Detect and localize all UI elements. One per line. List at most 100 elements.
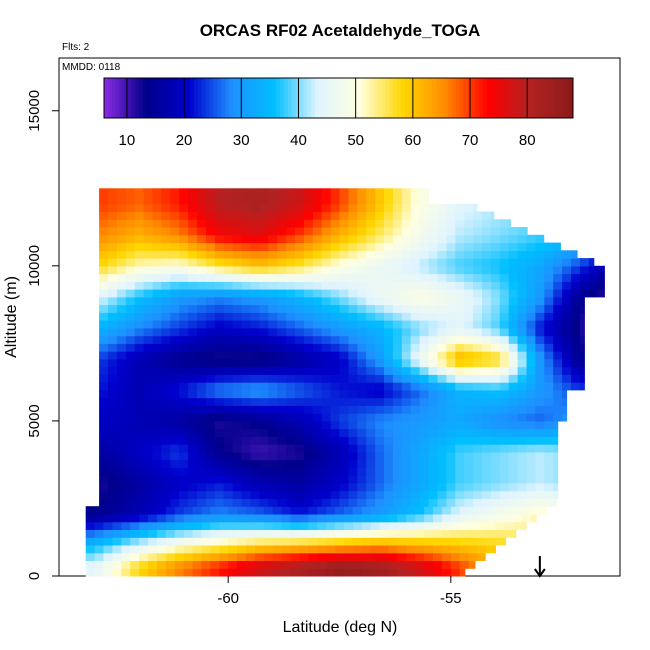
heatmap-cell xyxy=(241,482,251,492)
heatmap-cell xyxy=(295,242,305,251)
heatmap-cell xyxy=(250,188,260,197)
heatmap-cell xyxy=(508,382,519,391)
heatmap-cell xyxy=(188,196,198,205)
heatmap-cell xyxy=(384,196,394,205)
heatmap-cell xyxy=(419,482,429,492)
heatmap-cell xyxy=(495,529,505,538)
heatmap-cell xyxy=(397,506,407,515)
heatmap-cell xyxy=(321,413,332,422)
colorbar-swatch xyxy=(221,78,226,118)
heatmap-cell xyxy=(526,296,536,306)
heatmap-cell xyxy=(384,405,394,414)
heatmap-cell xyxy=(446,351,456,360)
heatmap-cell xyxy=(125,374,136,383)
heatmap-cell xyxy=(437,343,447,352)
heatmap-cell xyxy=(259,196,269,205)
heatmap-cell xyxy=(473,459,483,468)
heatmap-cell xyxy=(250,320,260,329)
heatmap-cell xyxy=(170,196,180,205)
heatmap-cell xyxy=(272,552,283,561)
heatmap-cell xyxy=(143,296,153,306)
heatmap-cell xyxy=(241,296,251,306)
heatmap-cell xyxy=(508,258,519,267)
heatmap-cell xyxy=(268,227,278,236)
heatmap-cell xyxy=(85,560,96,569)
heatmap-cell xyxy=(579,335,585,344)
heatmap-cell xyxy=(335,506,345,515)
heatmap-cell xyxy=(303,219,314,228)
heatmap-cell xyxy=(544,389,554,399)
heatmap-cell xyxy=(357,234,367,244)
heatmap-cell xyxy=(99,273,109,282)
heatmap-cell xyxy=(277,203,287,213)
heatmap-cell xyxy=(357,203,367,213)
heatmap-cell xyxy=(232,312,242,321)
heatmap-cell xyxy=(526,382,536,391)
heatmap-cell xyxy=(303,242,314,251)
heatmap-cell xyxy=(352,545,363,554)
heatmap-cell xyxy=(526,304,536,313)
colorbar-swatch xyxy=(436,78,441,118)
heatmap-cell xyxy=(379,545,389,554)
heatmap-cell xyxy=(286,265,296,275)
heatmap-cell xyxy=(473,234,483,244)
heatmap-cell xyxy=(125,397,136,406)
heatmap-cell xyxy=(312,351,323,360)
heatmap-cell xyxy=(116,498,127,507)
heatmap-cell xyxy=(108,265,118,275)
heatmap-cell xyxy=(321,281,332,290)
heatmap-cell xyxy=(384,188,394,197)
heatmap-cell xyxy=(268,382,278,391)
heatmap-cell xyxy=(446,296,456,306)
heatmap-cell xyxy=(312,343,323,352)
heatmap-cell xyxy=(281,560,291,569)
heatmap-cell xyxy=(428,335,438,344)
heatmap-cell xyxy=(295,335,305,344)
heatmap-cell xyxy=(326,568,336,577)
heatmap-cell xyxy=(330,265,340,275)
heatmap-cell xyxy=(535,335,545,344)
colorbar-swatch xyxy=(190,78,195,118)
heatmap-cell xyxy=(295,467,305,476)
heatmap-cell xyxy=(116,227,127,236)
heatmap-cell xyxy=(286,351,296,360)
heatmap-cell xyxy=(450,552,461,561)
heatmap-cell xyxy=(348,397,358,406)
heatmap-cell xyxy=(473,265,483,275)
heatmap-cell xyxy=(201,552,211,561)
heatmap-cell xyxy=(406,545,416,554)
heatmap-cell xyxy=(277,234,287,244)
heatmap-cell xyxy=(259,382,269,391)
heatmap-cell xyxy=(526,389,536,399)
heatmap-cell xyxy=(210,568,220,577)
heatmap-cell xyxy=(562,366,572,375)
heatmap-cell xyxy=(286,498,296,507)
heatmap-cell xyxy=(464,444,474,453)
colorbar-swatch xyxy=(420,78,426,118)
heatmap-cell xyxy=(134,444,145,453)
heatmap-cell xyxy=(179,498,189,507)
heatmap-cell xyxy=(108,358,118,368)
heatmap-cell xyxy=(455,413,465,422)
heatmap-cell xyxy=(459,506,470,515)
heatmap-cell xyxy=(597,273,605,282)
heatmap-cell xyxy=(473,475,483,484)
heatmap-cell xyxy=(330,444,340,453)
heatmap-cell xyxy=(232,374,242,383)
heatmap-cell xyxy=(116,405,127,414)
heatmap-cell xyxy=(143,312,153,321)
heatmap-cell xyxy=(259,498,269,507)
heatmap-cell xyxy=(428,219,438,228)
heatmap-cell xyxy=(286,296,296,306)
heatmap-cell xyxy=(348,296,358,306)
heatmap-cell xyxy=(348,389,358,399)
heatmap-cell xyxy=(108,227,118,236)
heatmap-cell xyxy=(553,374,563,383)
heatmap-cell xyxy=(384,459,394,468)
heatmap-cell xyxy=(526,428,536,437)
heatmap-cell xyxy=(464,420,474,430)
heatmap-cell xyxy=(303,281,314,290)
heatmap-cell xyxy=(370,506,381,515)
heatmap-cell xyxy=(232,397,242,406)
heatmap-cell xyxy=(339,444,349,453)
